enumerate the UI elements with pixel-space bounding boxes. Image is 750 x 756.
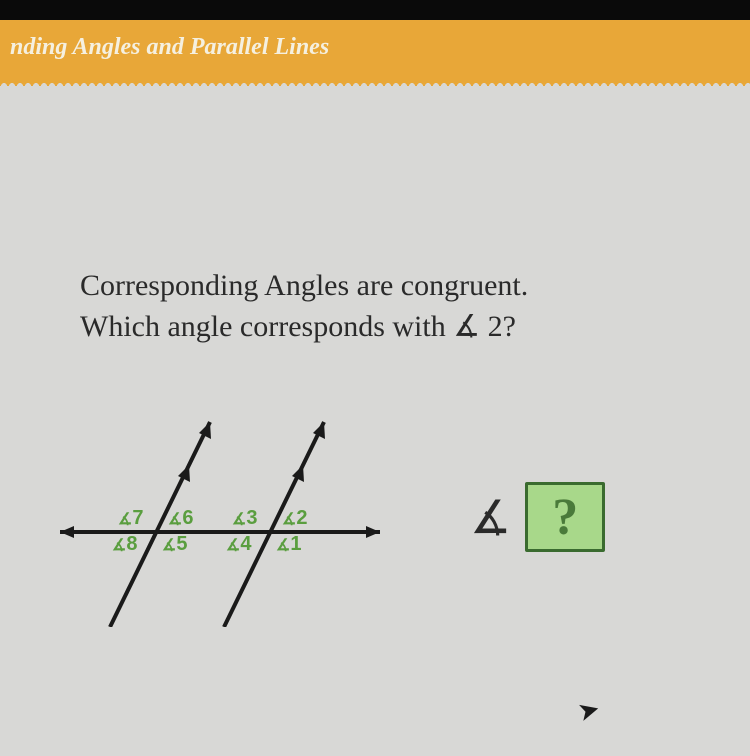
lesson-header: nding Angles and Parallel Lines xyxy=(0,20,750,80)
angle-label-1: ∡1 xyxy=(276,533,301,556)
angle-diagram: ∡7 ∡6 ∡3 ∡2 ∡8 ∡5 ∡4 ∡1 xyxy=(40,407,420,627)
angle-label-3: ∡3 xyxy=(232,507,257,530)
top-black-bar xyxy=(0,0,750,20)
angle-label-4: ∡4 xyxy=(226,533,251,556)
lesson-title: nding Angles and Parallel Lines xyxy=(10,34,329,60)
answer-placeholder: ? xyxy=(552,488,578,547)
angle-label-2: ∡2 xyxy=(282,507,307,530)
question-line-1: Corresponding Angles are congruent. xyxy=(80,266,710,307)
angle-label-5: ∡5 xyxy=(162,533,187,556)
answer-input-box[interactable]: ? xyxy=(525,482,605,552)
question-line-2: Which angle corresponds with ∡ 2? xyxy=(80,307,710,348)
angle-symbol-icon: ∡ xyxy=(470,490,511,544)
angle-label-7: ∡7 xyxy=(118,507,143,530)
diagram-svg xyxy=(40,407,420,627)
angle-label-6: ∡6 xyxy=(168,507,193,530)
angle-label-8: ∡8 xyxy=(112,533,137,556)
content-area: Corresponding Angles are congruent. Whic… xyxy=(0,86,750,756)
diagram-answer-row: ∡7 ∡6 ∡3 ∡2 ∡8 ∡5 ∡4 ∡1 ∡ ? xyxy=(40,407,750,627)
question-block: Corresponding Angles are congruent. Whic… xyxy=(80,266,710,347)
mouse-cursor-icon: ➤ xyxy=(575,694,604,729)
answer-container: ∡ ? xyxy=(470,482,605,552)
